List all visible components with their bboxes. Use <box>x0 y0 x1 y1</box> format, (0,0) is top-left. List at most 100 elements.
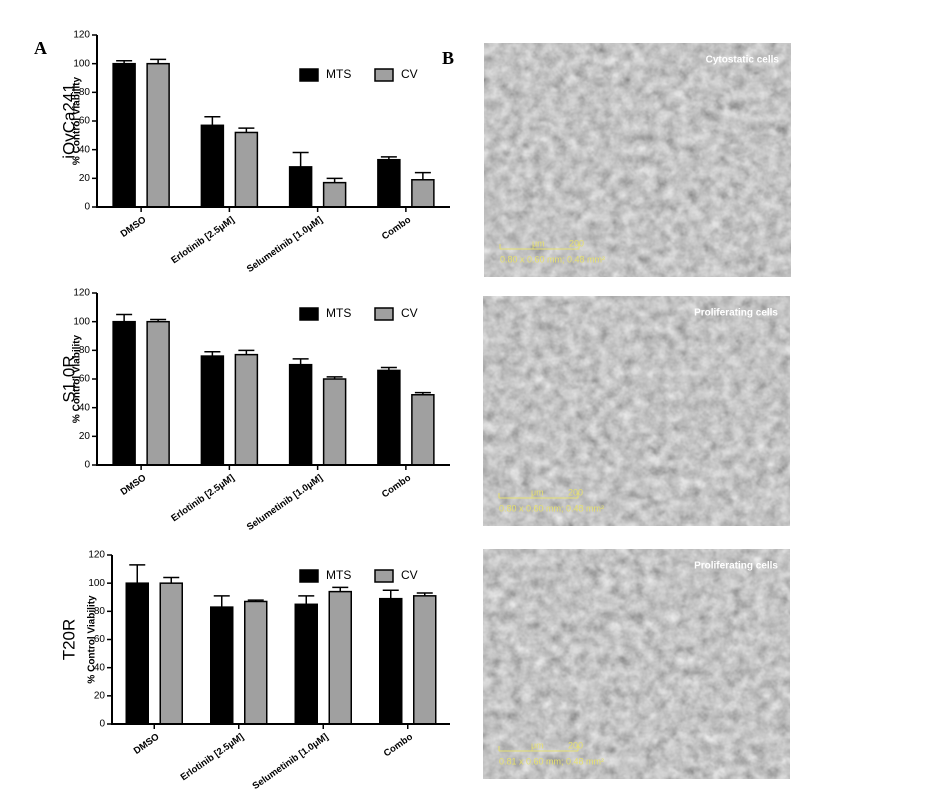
bar <box>377 369 401 466</box>
legend-swatch <box>299 569 319 583</box>
bar <box>411 394 435 466</box>
y-tick-label: 40 <box>94 662 106 673</box>
y-tick-label: 120 <box>73 30 90 41</box>
y-tick-label: 100 <box>88 578 105 589</box>
error-bar <box>292 151 309 167</box>
legend-swatch <box>374 307 394 321</box>
y-tick-label: 120 <box>88 550 105 561</box>
legend-swatch <box>299 68 319 82</box>
bar <box>377 158 401 208</box>
y-tick-label: 80 <box>79 87 91 98</box>
error-bar <box>326 376 343 379</box>
x-tick-label: Erlotinib [2.5μM] <box>169 473 236 525</box>
bar <box>159 582 183 725</box>
error-bar <box>204 115 221 126</box>
error-bar <box>247 599 264 602</box>
image-dimensions: 0.80 x 0.60 mm; 0.48 mm² <box>500 254 605 264</box>
micrograph-image <box>482 548 791 780</box>
error-bar <box>116 313 133 322</box>
x-tick-label: DMSO <box>119 473 149 498</box>
y-tick-label: 40 <box>79 144 91 155</box>
bar <box>210 606 234 725</box>
bar <box>379 597 403 725</box>
cell-line-label: T20R <box>59 619 78 661</box>
bar <box>328 590 352 725</box>
error-bar <box>414 171 431 180</box>
x-tick-label: Combo <box>382 731 415 759</box>
y-tick-label: 40 <box>79 402 91 413</box>
error-bar <box>163 576 180 584</box>
micrograph: Cytostatic cells μm 200 0.80 x 0.60 mm; 0.4… <box>483 42 792 278</box>
cell-line-label: S1.0R <box>59 355 78 402</box>
y-tick-label: 60 <box>94 634 106 645</box>
cell-line-label: iOvCa241 <box>59 83 78 159</box>
bar <box>125 582 149 725</box>
error-bar <box>416 592 433 596</box>
panel-label: A <box>34 38 47 58</box>
legend-label: MTS <box>326 67 351 81</box>
error-bar <box>380 156 397 160</box>
bar <box>411 179 435 208</box>
error-bar <box>238 349 255 355</box>
x-tick-label: Erlotinib [2.5μM] <box>169 215 236 267</box>
legend-label: MTS <box>326 568 351 582</box>
y-tick-label: 80 <box>94 606 106 617</box>
micrograph-image <box>483 42 792 278</box>
x-tick-label: DMSO <box>119 215 149 240</box>
y-axis-title: % Control Viability <box>72 334 83 423</box>
error-bar <box>292 358 309 365</box>
error-bar <box>380 366 397 371</box>
legend-label: CV <box>401 306 418 320</box>
bar <box>234 353 259 466</box>
bar <box>146 62 170 208</box>
micrograph: Proliferating cells μm 200 0.81 x 0.60 mm; … <box>482 548 791 780</box>
error-bar <box>238 127 255 133</box>
y-tick-label: 100 <box>73 58 90 69</box>
panel-label: B <box>442 48 454 68</box>
legend-swatch <box>374 68 394 82</box>
scale-unit: μm <box>531 740 544 750</box>
error-bar <box>116 60 133 64</box>
image-dimensions: 0.80 x 0.60 mm; 0.48 mm² <box>499 503 604 513</box>
y-tick-label: 20 <box>79 173 91 184</box>
y-tick-label: 60 <box>79 116 91 127</box>
bar <box>322 181 347 208</box>
x-tick-label: Selumetinib [1.0μM] <box>251 732 331 792</box>
micrograph-caption: Cytostatic cells <box>706 55 780 66</box>
legend-swatch <box>374 569 394 583</box>
y-tick-label: 80 <box>79 345 91 356</box>
error-bar <box>213 595 230 608</box>
y-tick-label: 0 <box>84 202 90 213</box>
y-axis-title: % Control Viability <box>72 76 83 165</box>
error-bar <box>382 589 399 599</box>
error-bar <box>298 595 315 605</box>
bar <box>200 124 225 208</box>
y-tick-label: 100 <box>73 316 90 327</box>
x-tick-label: Selumetinib [1.0μM] <box>245 215 325 275</box>
bar <box>146 320 170 466</box>
bar <box>288 166 313 208</box>
micrograph-caption: Proliferating cells <box>694 561 778 572</box>
bar <box>288 363 313 466</box>
error-bar <box>129 564 146 584</box>
scale-unit: μm <box>531 487 544 497</box>
x-tick-label: Erlotinib [2.5μM] <box>179 732 246 784</box>
y-tick-label: 60 <box>79 374 91 385</box>
legend-label: MTS <box>326 306 351 320</box>
x-tick-label: Combo <box>380 214 413 242</box>
error-bar <box>150 58 167 64</box>
y-tick-label: 0 <box>84 460 90 471</box>
legend-swatch <box>299 307 319 321</box>
y-axis-title: % Control Viability <box>87 595 98 684</box>
bar <box>413 595 437 725</box>
scale-value: 200 <box>569 238 584 248</box>
scale-value: 200 <box>568 740 583 750</box>
error-bar <box>414 391 431 395</box>
y-tick-label: 0 <box>99 719 105 730</box>
legend-label: CV <box>401 568 418 582</box>
bar <box>294 603 318 725</box>
bar <box>112 320 136 466</box>
bar <box>200 355 225 466</box>
